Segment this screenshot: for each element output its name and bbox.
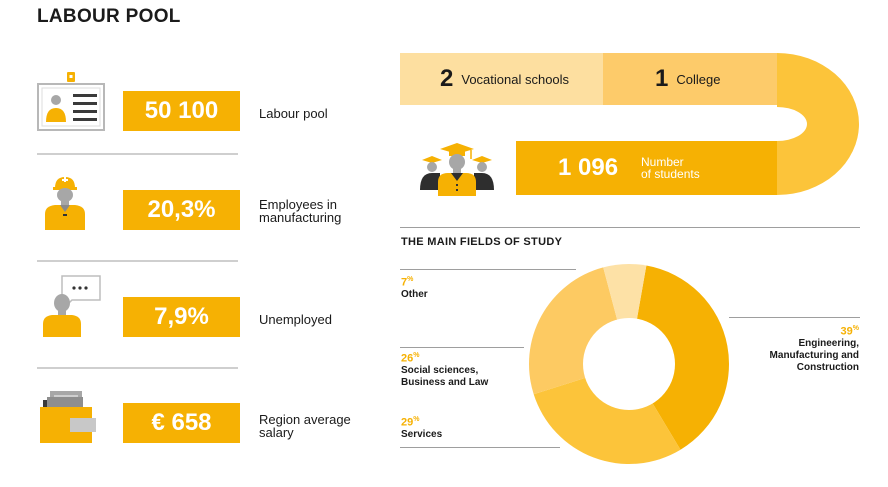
college-label: College xyxy=(676,71,721,87)
person-speech-bubble-icon xyxy=(42,275,102,337)
labour-pool-value: 50 100 xyxy=(123,91,240,131)
college-count: 1 xyxy=(655,65,669,92)
unemployed-label: Unemployed xyxy=(259,312,332,327)
manufacturing-employees-label: Employees in manufacturing xyxy=(259,197,342,225)
field-other: 7% Other xyxy=(401,276,428,300)
donut-slice xyxy=(629,265,729,450)
leader-line xyxy=(400,269,576,270)
vocational-schools-band: 2 Vocational schools xyxy=(400,53,603,105)
wallet-icon xyxy=(40,391,96,445)
id-card-icon xyxy=(37,72,105,132)
education-track xyxy=(777,53,859,195)
graduates-icon xyxy=(418,142,496,196)
divider xyxy=(37,153,238,155)
fields-donut xyxy=(529,264,729,464)
vocational-label: Vocational schools xyxy=(461,71,570,87)
students-count-box: 1 096 Number of students xyxy=(516,141,777,195)
divider xyxy=(37,367,238,369)
field-social-sciences: 26% Social sciences, Business and Law xyxy=(401,352,489,388)
page-title: LABOUR POOL xyxy=(37,6,181,27)
fields-of-study-title: THE MAIN FIELDS OF STUDY xyxy=(401,236,563,248)
labour-pool-label: Labour pool xyxy=(259,106,328,121)
students-label: Number of students xyxy=(641,155,700,181)
vocational-count: 2 xyxy=(440,65,454,92)
leader-line xyxy=(400,347,524,348)
average-salary-value: € 658 xyxy=(123,403,240,443)
unemployed-value: 7,9% xyxy=(123,297,240,337)
field-engineering: 39% Engineering, Manufacturing and Const… xyxy=(769,325,859,373)
worker-helmet-icon xyxy=(44,176,86,230)
college-band: 1 College xyxy=(603,53,777,105)
divider xyxy=(37,260,238,262)
leader-line xyxy=(400,447,560,448)
field-services: 29% Services xyxy=(401,416,443,440)
leader-line xyxy=(729,317,860,318)
manufacturing-employees-value: 20,3% xyxy=(123,190,240,230)
divider xyxy=(400,227,860,228)
students-count: 1 096 xyxy=(558,154,619,181)
average-salary-label: Region average salary xyxy=(259,412,351,440)
donut-slice xyxy=(603,264,647,364)
